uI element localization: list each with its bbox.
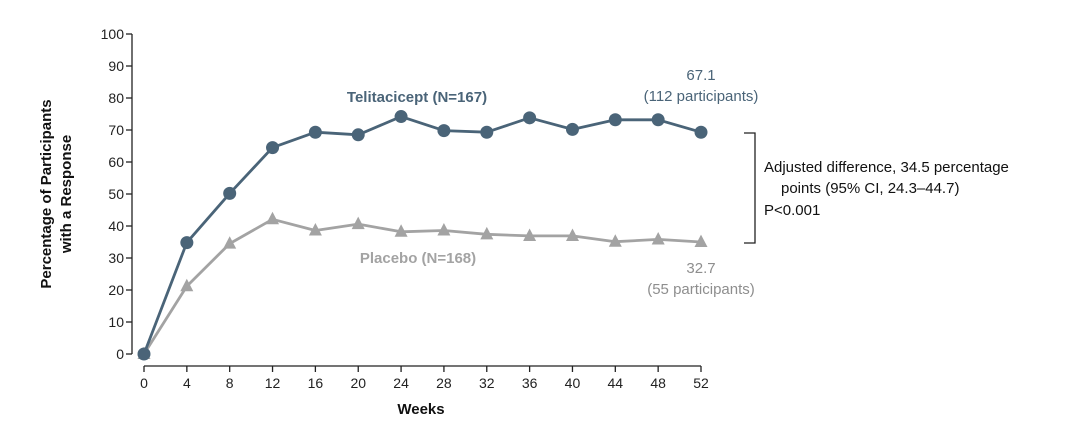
data-point-placebo [180,278,194,292]
series-telitacicept [137,110,708,361]
x-axis: 0 4 8 12 16 20 24 28 32 36 40 44 48 52 [140,365,709,391]
y-tick-label: 20 [108,282,124,298]
data-point-telitacicept [308,125,322,139]
data-point-placebo [437,223,451,236]
x-tick-label: 32 [479,375,495,391]
data-point-placebo [566,228,579,241]
y-axis-title-line-1: Percentage of Participants [38,99,55,288]
data-point-placebo [308,223,322,236]
series-line-telitacicept [142,115,702,355]
y-tick-label: 90 [108,58,124,74]
data-point-telitacicept [394,110,408,124]
difference-line-3: P<0.001 [764,202,820,219]
data-point-placebo [480,226,494,240]
y-axis: 0 10 20 30 40 50 60 70 80 90 100 [101,26,133,362]
y-tick-label: 50 [108,186,124,202]
end-value-telitacicept: 67.1 [686,67,715,84]
x-tick-label: 20 [350,375,366,391]
series-line-placebo [142,217,702,355]
data-point-telitacicept [437,124,451,138]
end-detail-telitacicept: (112 participants) [644,88,759,105]
data-point-placebo [694,234,708,247]
x-axis-title: Weeks [397,401,444,418]
series-placebo [137,211,708,359]
data-point-placebo [351,216,365,230]
data-point-telitacicept [694,125,708,139]
y-axis-title-line-2: with a Response [58,135,75,254]
series-layer [137,110,708,361]
series-label-placebo: Placebo (N=168) [360,250,476,267]
x-tick-label: 24 [393,375,409,391]
data-point-telitacicept [223,186,237,200]
difference-line-2: points (95% CI, 24.3–44.7) [781,180,959,197]
x-tick-label: 16 [308,375,324,391]
y-tick-label: 10 [108,314,124,330]
data-point-telitacicept [608,113,622,127]
y-tick-label: 80 [108,90,124,106]
y-tick-label: 100 [101,26,125,42]
data-point-telitacicept [565,122,579,136]
x-tick-label: 0 [140,375,148,391]
x-tick-label: 28 [436,375,452,391]
data-point-placebo [223,236,237,249]
x-tick-label: 36 [522,375,538,391]
data-point-telitacicept [651,113,665,127]
data-point-placebo [608,234,622,247]
x-tick-label: 44 [608,375,624,391]
end-value-placebo: 32.7 [686,260,715,277]
x-tick-label: 40 [565,375,581,391]
data-point-telitacicept [351,128,365,142]
x-tick-label: 4 [183,375,191,391]
y-tick-label: 40 [108,218,124,234]
end-detail-placebo: (55 participants) [647,281,755,298]
data-point-telitacicept [523,111,537,125]
data-point-telitacicept [180,236,194,250]
x-tick-label: 8 [226,375,234,391]
series-label-telitacicept: Telitacicept (N=167) [347,89,487,106]
data-point-placebo [523,228,537,241]
data-point-telitacicept [266,141,280,155]
data-point-placebo [651,232,665,245]
x-tick-label: 48 [650,375,666,391]
data-point-telitacicept [137,347,151,361]
data-point-placebo [266,211,279,225]
data-point-telitacicept [480,125,494,139]
difference-line-1: Adjusted difference, 34.5 percentage [764,159,1009,176]
difference-bracket [744,132,756,244]
data-point-placebo [394,224,408,237]
y-tick-label: 60 [108,154,124,170]
y-tick-label: 30 [108,250,124,266]
x-tick-label: 12 [265,375,281,391]
y-tick-label: 70 [108,122,124,138]
x-tick-label: 52 [693,375,709,391]
y-tick-label: 0 [116,346,124,362]
